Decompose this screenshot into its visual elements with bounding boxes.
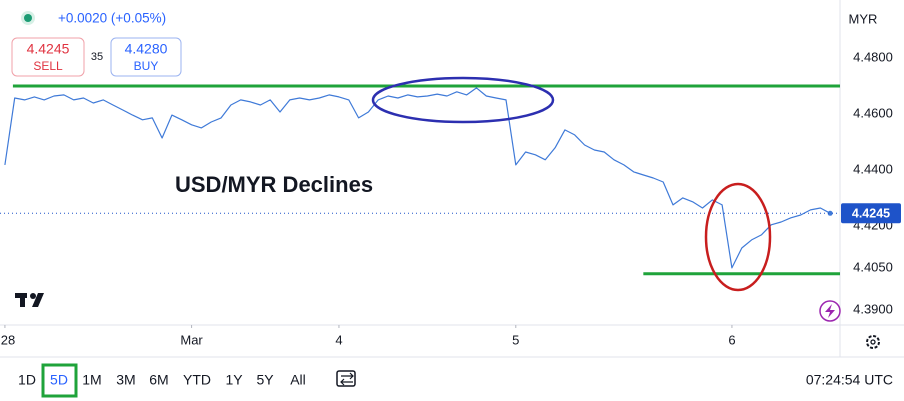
range-button[interactable]: 5Y <box>256 372 274 388</box>
range-button[interactable]: 1D <box>18 372 36 388</box>
range-button[interactable]: 1Y <box>225 372 243 388</box>
status-dot <box>24 14 32 22</box>
plot-area <box>0 84 840 328</box>
x-tick-label: 28 <box>1 332 15 347</box>
alert-bolt <box>825 304 835 318</box>
x-tick-label: 4 <box>335 332 342 347</box>
sell-price: 4.4245 <box>27 41 70 57</box>
buy-label: BUY <box>134 59 159 73</box>
last-price-label: 4.4245 <box>852 207 890 221</box>
buy-button[interactable] <box>110 37 182 77</box>
range-button[interactable]: 5D <box>50 372 68 388</box>
y-tick-label: 4.4050 <box>853 259 893 274</box>
price-change: +0.0020 (+0.05%) <box>58 11 166 26</box>
sell-label: SELL <box>33 59 63 73</box>
range-button[interactable]: 3M <box>116 372 135 388</box>
spread: 35 <box>91 51 103 63</box>
x-tick-label: 5 <box>512 332 519 347</box>
y-tick-label: 4.4600 <box>853 105 893 120</box>
buy-price: 4.4280 <box>125 41 168 57</box>
sell-button[interactable] <box>11 37 85 77</box>
highlight-ellipse <box>371 76 555 124</box>
last-price-box <box>841 203 901 224</box>
compare-icon[interactable] <box>336 370 356 387</box>
highlight-ellipse <box>704 182 772 292</box>
price-line <box>4 87 831 269</box>
x-tick-label: Mar <box>180 332 203 347</box>
settings-icon[interactable] <box>866 335 880 349</box>
logo <box>15 293 44 307</box>
y-tick-label: 4.4800 <box>853 49 893 64</box>
range-button[interactable]: YTD <box>183 372 211 388</box>
currency[interactable]: MYR <box>849 11 878 26</box>
range-button[interactable]: 1M <box>82 372 101 388</box>
range-selected <box>41 363 78 398</box>
y-tick-label: 4.3900 <box>853 301 893 316</box>
chart-title: USD/MYR Declines <box>175 172 373 197</box>
x-tick-label: 6 <box>728 332 735 347</box>
range-button[interactable]: 6M <box>149 372 168 388</box>
y-tick-label: 4.4400 <box>853 161 893 176</box>
range-button[interactable]: All <box>290 372 306 388</box>
clock: 07:24:54 UTC <box>806 372 893 388</box>
settings-icon-center <box>870 339 876 345</box>
last-point <box>827 210 833 216</box>
toolbar: 1D 5D 1M 3M 6M YTD 1Y 5Y All <box>18 363 306 398</box>
